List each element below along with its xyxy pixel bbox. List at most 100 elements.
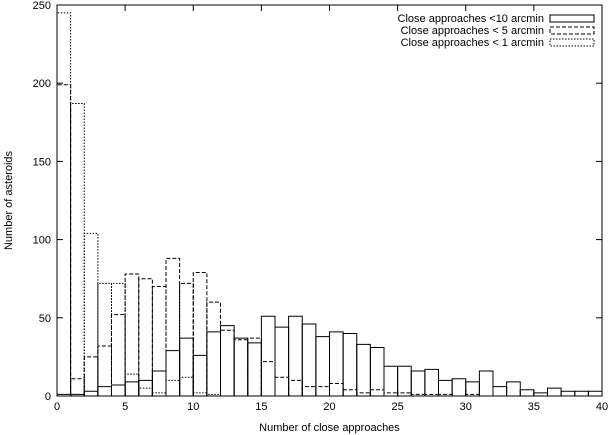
bar-s3-bin-8	[165, 379, 181, 396]
y-tick-label: 150	[33, 156, 51, 168]
bar-s1-bin-28	[438, 379, 453, 396]
bar-s1-bin-8	[165, 350, 181, 396]
y-tick-label: 50	[39, 313, 51, 325]
legend-label-1: Close approaches <10 arcmin	[398, 13, 544, 25]
y-tick-label: 100	[33, 235, 51, 247]
series-2	[56, 84, 480, 396]
bar-s1-bin-32	[492, 386, 508, 396]
bar-s2-bin-20	[329, 382, 344, 396]
legend-swatch-1	[549, 14, 595, 23]
bar-s3-bin-2	[83, 232, 99, 396]
bar-s2-bin-6	[138, 278, 153, 396]
bar-s2-bin-8	[165, 257, 181, 396]
bar-s1-bin-38	[574, 390, 589, 396]
bar-s1-bin-17	[288, 315, 303, 396]
x-tick-label: 10	[187, 401, 199, 413]
bar-s3-bin-5	[124, 373, 140, 396]
bar-s1-bin-31	[478, 370, 494, 396]
bar-s2-bin-19	[315, 386, 330, 396]
bar-s3-bin-7	[151, 392, 167, 396]
x-tick-label: 15	[255, 401, 267, 413]
bar-s1-bin-30	[465, 381, 480, 396]
bar-s1-bin-4	[111, 384, 126, 396]
x-axis-label: Number of close approaches	[259, 422, 400, 434]
bar-s2-bin-21	[342, 389, 358, 396]
bar-s1-bin-12	[220, 325, 235, 396]
bar-s3-bin-1	[70, 103, 85, 396]
bar-s1-bin-25	[397, 365, 412, 396]
legend-label-3: Close approaches < 1 arcmin	[401, 37, 544, 49]
bar-s2-bin-0	[56, 84, 72, 396]
bar-s2-bin-12	[220, 329, 235, 396]
bar-s1-bin-2	[83, 390, 99, 396]
bar-s2-bin-23	[369, 389, 385, 396]
bar-s3-bin-4	[111, 282, 126, 396]
bars-layer	[56, 12, 603, 396]
bar-s1-bin-13	[233, 337, 249, 396]
bar-s1-bin-15	[260, 315, 276, 396]
x-tick-label: 5	[122, 401, 128, 413]
bar-s1-bin-16	[274, 326, 290, 396]
bar-s2-bin-18	[301, 386, 317, 396]
bar-s2-bin-16	[274, 376, 290, 396]
bar-s1-bin-29	[451, 378, 467, 396]
bar-s2-bin-13	[233, 339, 249, 396]
bar-s2-bin-4	[111, 314, 126, 396]
bar-s1-bin-23	[369, 347, 385, 396]
legend-label-2: Close approaches < 5 arcmin	[401, 25, 544, 37]
y-tick-label: 0	[45, 391, 51, 403]
axis-ticks: 0 5 10 15 20 25 30 35 40 0 50 100 150 200 250	[33, 0, 608, 413]
bar-s1-bin-22	[356, 343, 371, 396]
x-tick-label: 25	[392, 401, 404, 413]
x-tick-label: 30	[460, 401, 472, 413]
bar-s2-bin-9	[179, 282, 194, 396]
bar-s1-bin-27	[424, 368, 439, 396]
bar-s1-bin-21	[342, 332, 358, 396]
x-tick-label: 35	[528, 401, 540, 413]
x-tick-label: 20	[323, 401, 335, 413]
bar-s2-bin-11	[206, 301, 221, 396]
bar-s2-bin-15	[260, 361, 276, 396]
legend-swatch-3	[549, 38, 595, 47]
bar-s3-bin-10	[192, 392, 208, 396]
bar-s2-bin-10	[192, 271, 208, 396]
y-axis-label: Number of asteroids	[3, 150, 15, 250]
bar-s2-bin-14	[247, 337, 262, 396]
bar-s1-bin-5	[124, 381, 140, 396]
bar-s1-bin-33	[506, 381, 521, 396]
bar-s1-bin-14	[247, 342, 262, 396]
bar-s1-bin-7	[151, 370, 167, 396]
bar-s2-bin-28	[438, 393, 453, 396]
bar-s1-bin-11	[206, 331, 221, 396]
y-tick-label: 200	[33, 78, 51, 90]
series-3	[56, 12, 221, 396]
x-tick-label: 0	[54, 401, 60, 413]
bar-s3-bin-6	[138, 387, 153, 396]
bar-s1-bin-10	[192, 354, 208, 396]
bar-s3-bin-11	[206, 393, 221, 396]
bar-s2-bin-17	[288, 379, 303, 396]
bar-s2-bin-2	[83, 356, 99, 396]
bar-s1-bin-37	[560, 390, 576, 396]
bar-s1-bin-20	[329, 331, 344, 396]
bar-s3-bin-9	[179, 376, 194, 396]
bar-s1-bin-39	[587, 390, 603, 396]
bar-s1-bin-24	[383, 365, 399, 396]
bar-s2-bin-3	[97, 345, 112, 396]
bar-s2-bin-5	[124, 273, 140, 396]
bar-s2-bin-1	[70, 378, 85, 396]
bar-s3-bin-3	[97, 282, 112, 396]
legend-swatch-2	[549, 26, 595, 35]
y-tick-label: 250	[33, 0, 51, 12]
bar-s3-bin-0	[56, 12, 72, 396]
bar-s1-bin-26	[410, 370, 426, 396]
x-tick-label: 40	[596, 401, 608, 413]
bar-s1-bin-34	[519, 389, 535, 396]
bar-s1-bin-3	[97, 386, 112, 396]
bar-s1-bin-36	[547, 387, 562, 396]
bar-s1-bin-18	[301, 323, 317, 396]
bar-s2-bin-7	[151, 286, 167, 396]
bar-s1-bin-9	[179, 337, 194, 396]
